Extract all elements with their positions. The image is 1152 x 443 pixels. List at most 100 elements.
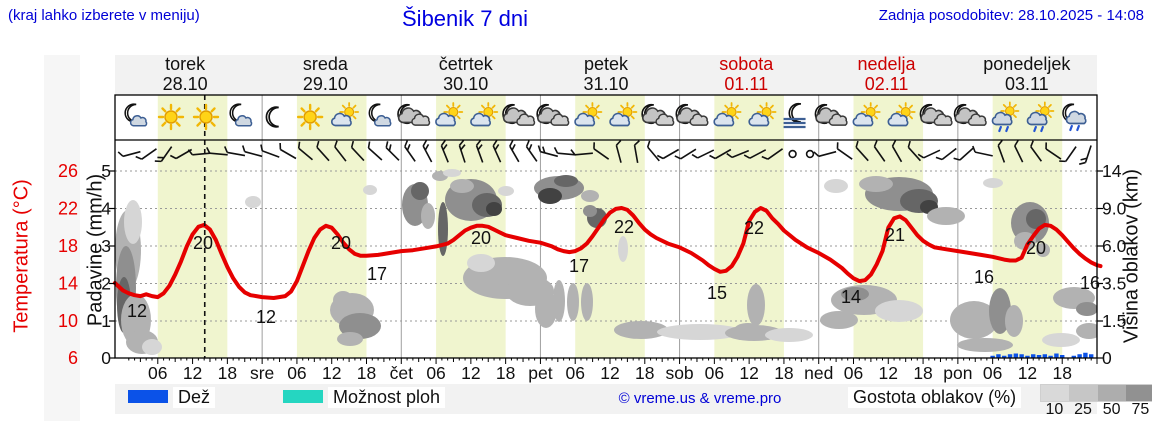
cloud-blob: [337, 332, 363, 346]
wind-barb: [873, 140, 886, 162]
svg-text:18: 18: [496, 363, 515, 383]
svg-text:1.5: 1.5: [1102, 311, 1126, 331]
cloud-blob: [824, 179, 848, 193]
wind-barb: [279, 142, 297, 160]
wind-barb: [570, 149, 593, 156]
cloud-blob: [553, 280, 565, 322]
cloud-blob: [535, 290, 557, 328]
rain-bar: [1031, 354, 1036, 358]
day-date: 01.11: [724, 74, 769, 94]
temperature-axis-title: Temperatura (°C): [10, 179, 33, 333]
cloud-blob: [859, 176, 893, 192]
cloud-blob: [841, 287, 869, 301]
wind-barb: [492, 139, 502, 163]
rain-bar: [1036, 355, 1042, 358]
wind-barb: [615, 139, 622, 163]
rain-bar: [1019, 354, 1024, 358]
chart-frame: [109, 94, 1103, 364]
wind-barb: [525, 140, 538, 162]
credit-link[interactable]: © vreme.us & vreme.pro: [618, 390, 782, 407]
wind-barb: [537, 145, 559, 158]
cloud-blob: [747, 284, 765, 326]
cloud-blob: [1076, 302, 1097, 316]
wind-barb: [805, 149, 815, 159]
cloud-moon-icon: [815, 105, 846, 125]
svg-text:18: 18: [1052, 363, 1071, 383]
temp-value-label: 21: [885, 225, 905, 245]
gradient-step: [1041, 385, 1070, 401]
svg-text:3.5: 3.5: [1102, 274, 1126, 294]
cloud-blob: [554, 175, 578, 187]
cloud-blob: [1026, 209, 1046, 229]
wind-barb: [135, 148, 157, 160]
gradient-step-value: 25: [1074, 401, 1092, 418]
wind-barbs: [117, 139, 1092, 165]
wind-barb: [367, 141, 383, 161]
cloud-blob: [142, 339, 162, 355]
svg-text:čet: čet: [390, 363, 413, 383]
svg-text:sre: sre: [250, 363, 274, 383]
temp-value-label: 17: [367, 264, 387, 284]
svg-text:06: 06: [705, 363, 724, 383]
wind-barb: [1059, 146, 1077, 163]
moon-fog-icon: [784, 104, 806, 127]
day-header: četrtek 30.10: [396, 54, 536, 95]
rain-legend-label: Dež: [173, 387, 216, 408]
wind-barb: [297, 141, 314, 161]
temp-axis-strip: [44, 55, 80, 421]
wind-barb: [674, 148, 697, 160]
temp-value-label: 12: [256, 307, 276, 327]
day-name: ponedeljek: [983, 54, 1071, 74]
wind-barb: [206, 147, 228, 156]
wind-barb: [422, 139, 433, 163]
rain-bar: [1089, 354, 1094, 358]
sun-icon: [192, 103, 220, 131]
rain-bar: [1077, 354, 1082, 358]
rain-bar: [1013, 353, 1019, 358]
svg-text:0: 0: [1102, 348, 1112, 368]
cloud-blob: [983, 178, 1003, 188]
wind-barb: [1045, 142, 1062, 160]
wind-barb: [907, 140, 922, 162]
rain-bar: [1042, 354, 1048, 358]
svg-text:06: 06: [148, 363, 167, 383]
wind-barb: [404, 140, 416, 162]
cloud-blob: [467, 254, 495, 272]
svg-text:sob: sob: [665, 363, 693, 383]
cloud-blob: [581, 283, 593, 321]
svg-text:12: 12: [461, 363, 480, 383]
daylight-band: [157, 95, 228, 358]
gradient-step: [1097, 385, 1126, 401]
temp-value-label: 20: [471, 228, 491, 248]
day-header: ponedeljek 03.11: [957, 54, 1097, 95]
sun-icon: [296, 103, 324, 131]
wind-barb: [241, 145, 263, 158]
cloud-blob: [411, 182, 429, 200]
day-name: sobota: [719, 54, 774, 74]
day-header: petek 31.10: [536, 54, 676, 95]
cloud-blob: [1014, 232, 1036, 250]
wind-barb: [646, 140, 660, 162]
cloud-cover-legend-label: Gostota oblakov (%): [848, 387, 1022, 408]
cloud-blob: [875, 300, 923, 322]
cloud-blob: [538, 188, 562, 204]
cloud-blob: [498, 186, 514, 196]
rain-bar: [990, 355, 995, 358]
cloud-blob: [443, 169, 461, 177]
cloud-blob: [1076, 323, 1097, 339]
cloud-blob: [614, 321, 668, 339]
svg-text:pon: pon: [943, 363, 972, 383]
day-date: 30.10: [443, 74, 489, 94]
svg-text:6: 6: [68, 348, 78, 368]
cloud-blob: [950, 301, 998, 339]
gradient-step-value: 50: [1102, 401, 1121, 418]
svg-text:14: 14: [1102, 161, 1122, 181]
cloud-moon-icon: [537, 105, 568, 125]
temp-value-label: 22: [744, 218, 764, 238]
svg-text:4: 4: [101, 199, 111, 219]
svg-text:0: 0: [101, 348, 111, 368]
svg-text:26: 26: [58, 161, 78, 181]
wind-barb: [917, 149, 941, 159]
